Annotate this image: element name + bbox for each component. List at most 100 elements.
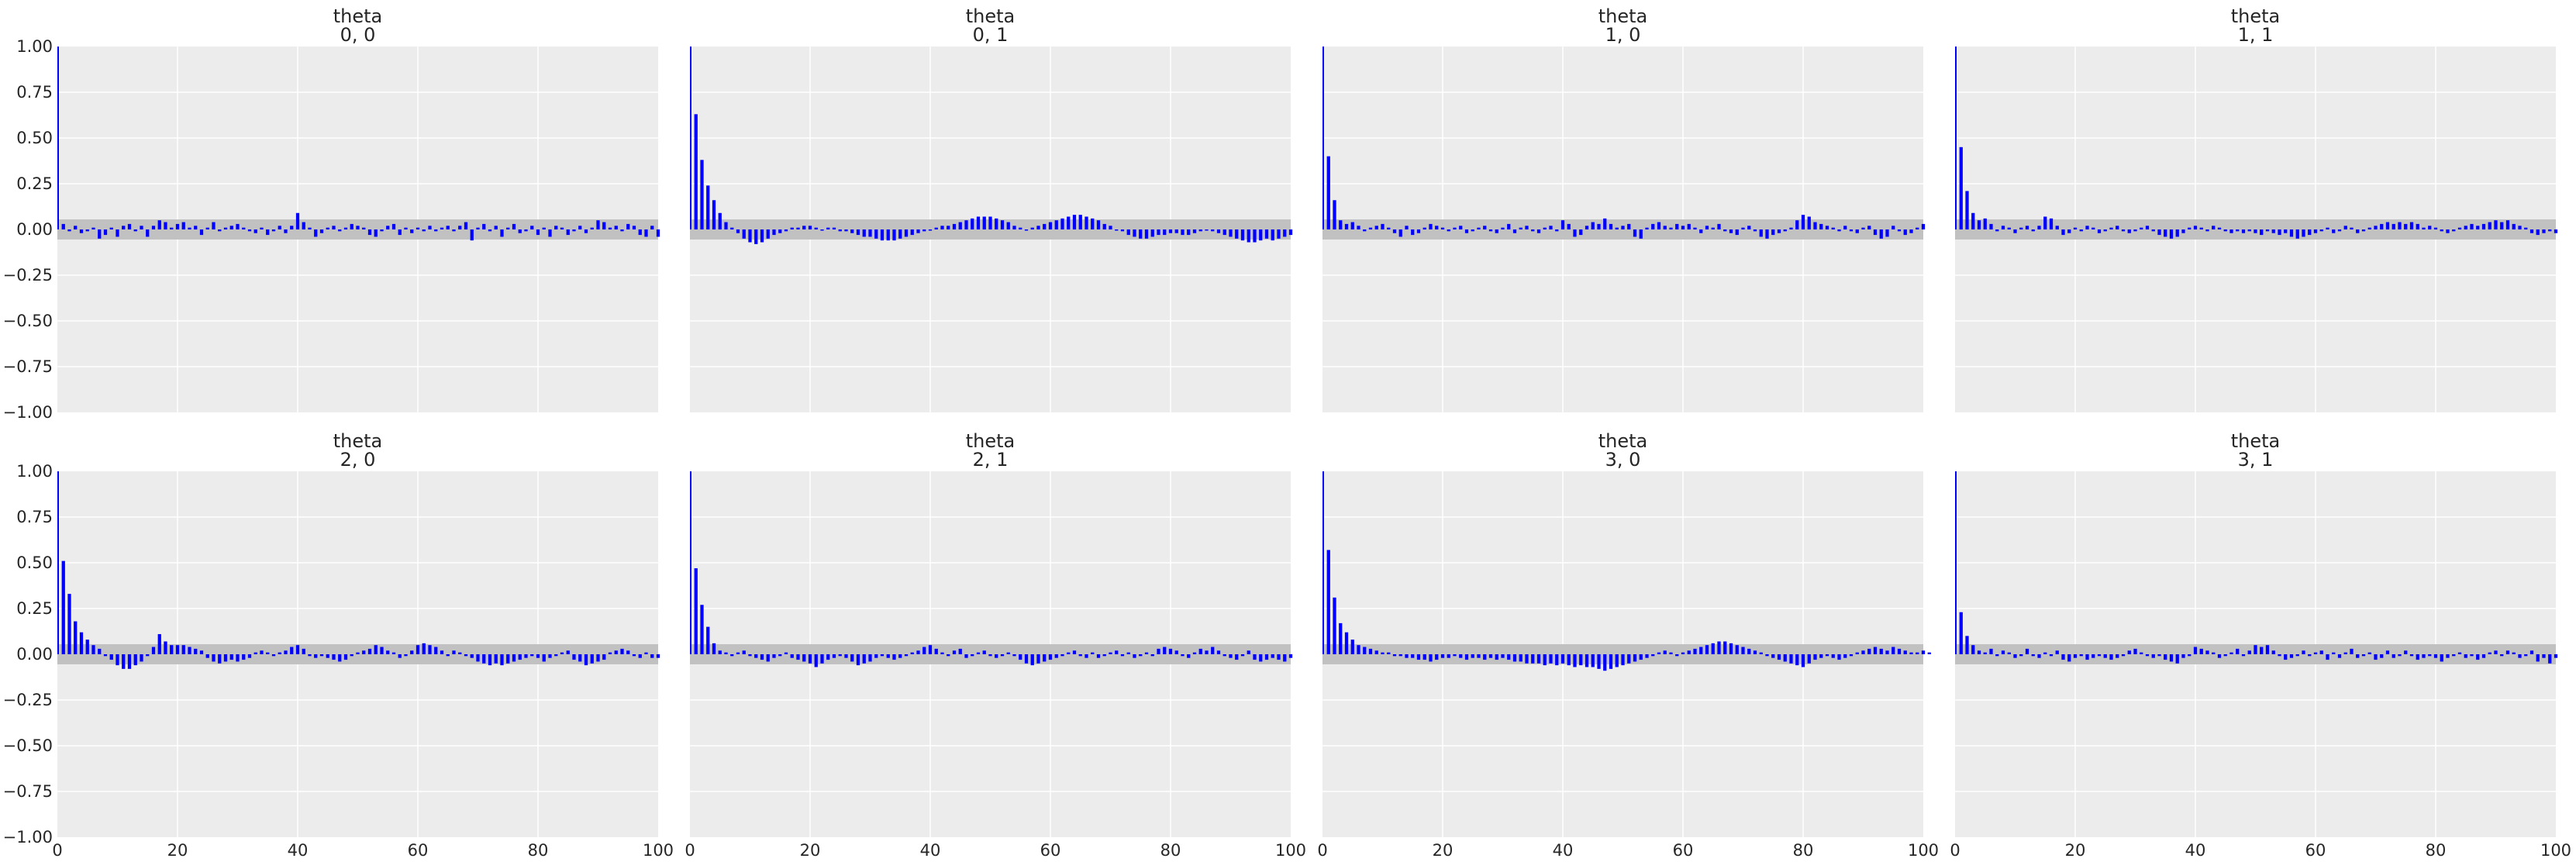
acf-bar [1495, 654, 1498, 660]
acf-bar [1150, 229, 1154, 237]
acf-bar [1916, 652, 1919, 654]
acf-bar [260, 650, 264, 654]
acf-bar [2440, 229, 2443, 232]
acf-bar [2121, 654, 2126, 657]
acf-bar [2103, 654, 2107, 658]
acf-bar [1344, 632, 1349, 654]
acf-bar [452, 229, 456, 232]
acf-bar [1192, 652, 1197, 654]
acf-bar [374, 645, 378, 654]
acf-bar [1591, 222, 1595, 229]
acf-bar [157, 634, 161, 654]
acf-bar [566, 650, 570, 654]
acf-bar [1283, 654, 1287, 662]
acf-bar [892, 654, 896, 660]
acf-bar [1288, 229, 1293, 236]
acf-bar [1627, 654, 1631, 664]
acf-bar [808, 654, 812, 664]
acf-bar [205, 654, 209, 658]
acf-bar [1849, 229, 1854, 232]
acf-bar [1326, 550, 1330, 654]
acf-bar [356, 226, 360, 229]
acf-bar [362, 650, 366, 654]
acf-bar [802, 226, 806, 229]
acf-bar [116, 229, 119, 237]
acf-bar [2392, 654, 2395, 658]
acf-bar [1483, 226, 1487, 229]
acf-bar [151, 646, 156, 654]
acf-bar [164, 641, 167, 654]
acf-bar [578, 226, 582, 229]
acf-bar [638, 654, 642, 658]
y-tick-label: 0.25 [16, 174, 53, 193]
acf-bar [1144, 652, 1149, 654]
acf-bar [2326, 654, 2329, 660]
acf-bar [512, 223, 516, 229]
acf-bar [1717, 641, 1721, 654]
acf-bar [644, 229, 648, 237]
acf-bar [2001, 650, 2005, 654]
acf-bar [199, 650, 204, 654]
acf-bar [2193, 226, 2198, 229]
acf-bar [1753, 650, 1757, 654]
acf-bar [730, 227, 734, 229]
panel-title-var: theta [333, 430, 383, 452]
acf-bar [410, 650, 414, 654]
x-tick-label: 20 [800, 841, 821, 860]
acf-bar [784, 229, 788, 232]
acf-bar [290, 226, 294, 229]
acf-bar [2103, 229, 2107, 232]
acf-bar [2361, 229, 2366, 232]
acf-bar [868, 654, 872, 662]
acf-bar [856, 654, 860, 666]
acf-bar [718, 212, 722, 229]
acf-bar [976, 216, 981, 229]
acf-bar [2169, 229, 2174, 239]
x-tick-label: 100 [1908, 841, 1939, 860]
acf-bar [1801, 215, 1805, 229]
acf-bar [422, 229, 426, 232]
acf-bar [2536, 654, 2540, 662]
acf-bar [2055, 650, 2059, 654]
acf-bar [1897, 229, 1902, 232]
x-tick-label: 0 [1317, 841, 1327, 860]
acf-bar [1591, 654, 1595, 667]
x-tick-label: 40 [920, 841, 941, 860]
acf-bar [127, 223, 132, 229]
acf-bar [236, 654, 240, 662]
panel-title-coords: 2, 0 [340, 449, 376, 471]
acf-bar [284, 229, 288, 233]
acf-bar [1843, 226, 1847, 229]
acf-bar [1464, 654, 1469, 660]
acf-bar [1891, 646, 1895, 654]
acf-bar [271, 654, 276, 657]
acf-bar [350, 223, 353, 229]
acf-bar [608, 652, 612, 654]
acf-bar [1435, 226, 1439, 229]
acf-bar [560, 227, 564, 229]
acf-bar [2061, 229, 2065, 236]
acf-bar [1927, 652, 1931, 654]
acf-bar [2140, 227, 2143, 229]
acf-bar [1000, 220, 1005, 229]
acf-bar [2529, 650, 2534, 654]
acf-bar [2488, 222, 2492, 229]
acf-bar [2433, 654, 2438, 658]
acf-bar [103, 229, 108, 236]
acf-bar [1560, 654, 1565, 664]
acf-bar [690, 471, 691, 654]
acf-bar [1873, 229, 1878, 236]
acf-bar [1036, 654, 1040, 664]
acf-bar [1120, 229, 1125, 232]
acf-bar [1597, 223, 1601, 229]
acf-bar [1259, 654, 1263, 662]
acf-bar [952, 650, 957, 654]
acf-bar [271, 229, 276, 232]
acf-bar [1043, 654, 1047, 662]
acf-bar [223, 227, 228, 229]
acf-bar [572, 654, 576, 660]
acf-bar [808, 226, 812, 229]
acf-bar [1072, 215, 1077, 229]
acf-bar [718, 650, 722, 654]
